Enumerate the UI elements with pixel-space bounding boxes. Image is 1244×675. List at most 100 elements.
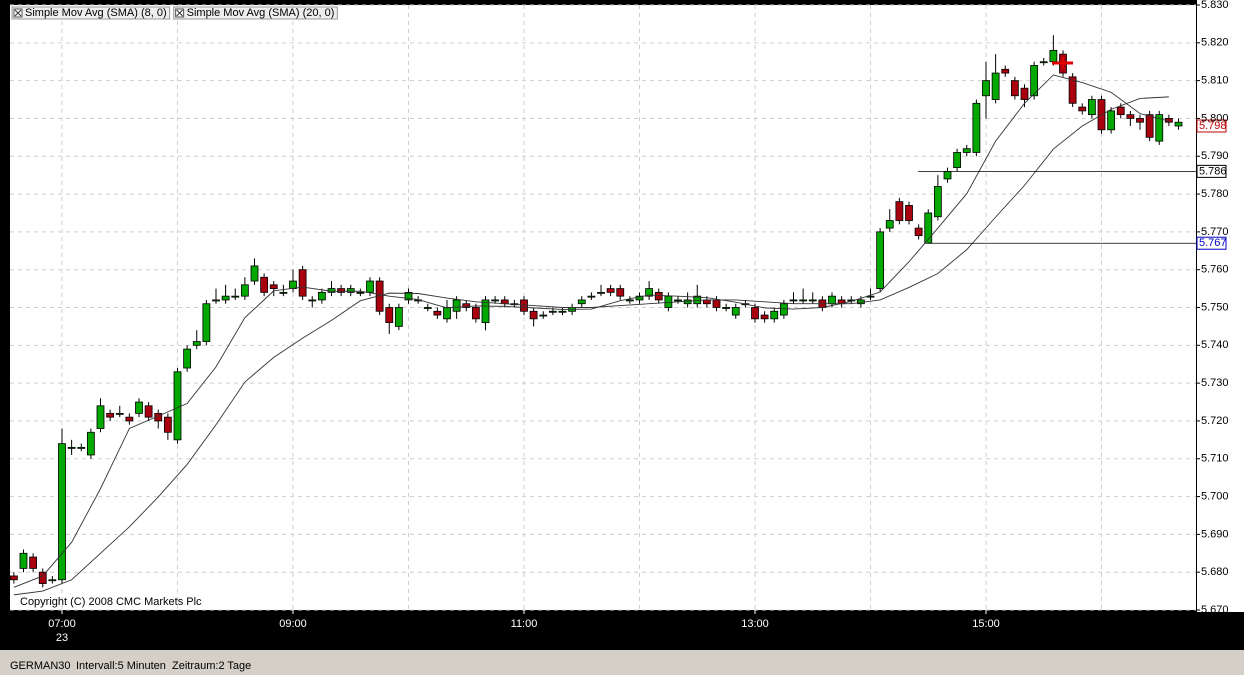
- x-tick-label: 07:00: [48, 618, 76, 630]
- candle-body: [712, 299, 721, 308]
- candle-body: [298, 269, 307, 297]
- legend-item: Simple Mov Avg (SMA) (20, 0): [173, 6, 338, 20]
- candle-body: [674, 299, 682, 302]
- candle-body: [346, 288, 355, 293]
- footer-range: Zeitraum:2 Tage: [172, 660, 251, 672]
- candle-body: [577, 299, 586, 305]
- y-tick-label: 5.830: [1201, 0, 1229, 11]
- candle-body: [789, 299, 798, 302]
- candle-body: [58, 443, 66, 581]
- candle-body: [1030, 65, 1039, 97]
- candle-body: [125, 416, 134, 422]
- candle-body: [433, 310, 442, 316]
- candle-body: [183, 348, 192, 369]
- level-label: 5.767: [1199, 237, 1227, 249]
- candle-body: [240, 284, 249, 297]
- y-tick-label: 5.720: [1201, 415, 1229, 427]
- candle-body: [1049, 49, 1058, 63]
- level-label: 5.798: [1199, 120, 1227, 132]
- copyright: Copyright (C) 2008 CMC Markets Plc: [20, 596, 202, 608]
- candle-body: [385, 307, 394, 324]
- candle-body: [77, 447, 86, 449]
- y-tick-label: 5.700: [1201, 490, 1229, 502]
- candle-body: [96, 405, 105, 429]
- level-label: 5.786: [1199, 165, 1227, 177]
- candle-body: [1078, 106, 1087, 112]
- candle-body: [9, 575, 18, 581]
- candle-body: [828, 295, 836, 305]
- y-tick-label: 5.800: [1201, 112, 1229, 124]
- candle-body: [558, 310, 567, 313]
- candle-body: [366, 280, 374, 293]
- candle-body: [1155, 114, 1164, 142]
- candle-body: [67, 447, 76, 449]
- candle-body: [443, 307, 451, 320]
- level-box: [1196, 236, 1227, 250]
- legend-item: Simple Mov Avg (SMA) (8, 0): [11, 6, 171, 20]
- candle-body: [19, 552, 28, 569]
- candle-body: [1136, 118, 1144, 123]
- candle-body: [1126, 114, 1135, 119]
- candle-body: [722, 307, 731, 309]
- candle-body: [1087, 99, 1096, 116]
- candle-body: [163, 416, 172, 433]
- candle-body: [616, 288, 625, 297]
- candle-body: [654, 291, 663, 301]
- candle-body: [683, 299, 692, 305]
- candle-body: [539, 314, 548, 317]
- candle-body: [1010, 80, 1019, 97]
- candle-body: [625, 299, 634, 302]
- candle-body: [491, 299, 500, 302]
- candle-body: [144, 405, 153, 418]
- y-tick-label: 5.790: [1201, 150, 1229, 162]
- candle-body: [1145, 114, 1154, 138]
- candle-body: [1001, 68, 1010, 74]
- candle-body: [279, 291, 288, 294]
- candle-body: [1068, 76, 1077, 104]
- candle-body: [885, 220, 894, 229]
- candle-body: [731, 307, 740, 316]
- candle-body: [231, 295, 240, 298]
- y-tick-label: 5.680: [1201, 566, 1229, 578]
- legend-label: Simple Mov Avg (SMA) (20, 0): [187, 7, 335, 19]
- y-tick-label: 5.760: [1201, 264, 1229, 276]
- y-tick-label: 5.670: [1201, 604, 1229, 616]
- candle-body: [308, 299, 317, 302]
- x-tick-label: 13:00: [741, 618, 769, 630]
- candle-body: [260, 276, 269, 293]
- y-tick-label: 5.770: [1201, 226, 1229, 238]
- date-label: 23: [56, 632, 68, 644]
- legend-check-x: [14, 9, 22, 17]
- footer-symbol: GERMAN30: [10, 660, 71, 672]
- candle-body: [337, 288, 346, 293]
- candle-body: [760, 314, 769, 320]
- sma-line: [13, 74, 1169, 588]
- y-tick-label: 5.780: [1201, 188, 1229, 200]
- candle-body: [606, 288, 615, 293]
- candle-body: [462, 303, 471, 308]
- level-box: [1196, 164, 1227, 178]
- candle-body: [106, 412, 115, 418]
- candle-body: [1107, 110, 1116, 131]
- candle-body: [269, 284, 278, 289]
- y-tick-label: 5.820: [1201, 37, 1229, 49]
- candle-body: [779, 303, 788, 316]
- candle-body: [1174, 121, 1183, 127]
- y-tick-label: 5.730: [1201, 377, 1229, 389]
- candle-body: [135, 401, 143, 414]
- y-tick-label: 5.750: [1201, 301, 1229, 313]
- candle-body: [29, 556, 38, 569]
- candle-body: [876, 231, 885, 289]
- candle-body: [751, 307, 759, 320]
- candle-body: [962, 148, 971, 153]
- candle-body: [1039, 61, 1048, 64]
- candle-body: [799, 299, 808, 302]
- last-trade-marker: [1052, 57, 1073, 69]
- candle-body: [192, 341, 201, 346]
- candle-body: [404, 291, 413, 301]
- legend-box: [11, 6, 171, 20]
- candle-body: [905, 205, 913, 221]
- marks: [9, 35, 1183, 596]
- candle-body: [452, 299, 461, 312]
